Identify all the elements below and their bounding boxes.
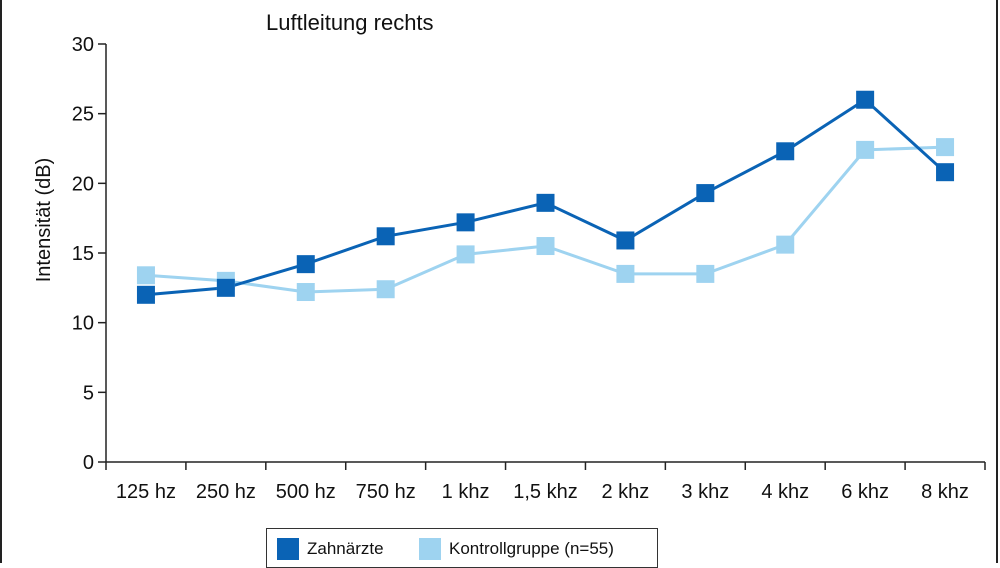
data-point-series-2 bbox=[616, 264, 635, 283]
y-tick-label: 5 bbox=[83, 382, 94, 404]
data-point-series-1 bbox=[536, 193, 555, 212]
data-point-series-1 bbox=[456, 213, 475, 232]
x-tick-label: 2 khz bbox=[602, 481, 650, 503]
data-point-series-1 bbox=[216, 278, 235, 297]
data-point-series-1 bbox=[936, 163, 955, 182]
data-point-series-2 bbox=[456, 245, 475, 264]
x-tick-label: 4 khz bbox=[761, 481, 809, 503]
y-tick-label: 20 bbox=[72, 173, 94, 195]
data-point-series-2 bbox=[136, 266, 155, 285]
y-tick-label: 0 bbox=[83, 452, 94, 474]
data-point-series-1 bbox=[296, 255, 315, 274]
data-point-series-1 bbox=[376, 227, 395, 246]
data-point-series-2 bbox=[776, 235, 795, 254]
y-tick-label: 10 bbox=[72, 313, 94, 335]
legend: Zahnärzte Kontrollgruppe (n=55) bbox=[266, 528, 658, 568]
series-markers bbox=[136, 90, 955, 304]
data-point-series-1 bbox=[696, 184, 715, 203]
y-tick-label: 15 bbox=[72, 243, 94, 265]
x-tick-label: 125 hz bbox=[116, 481, 176, 503]
legend-item-series-1: Zahnärzte bbox=[277, 538, 384, 560]
legend-swatch-series-2 bbox=[419, 538, 441, 560]
series-line-2 bbox=[145, 145, 946, 294]
data-point-series-1 bbox=[136, 285, 155, 304]
y-axis-label: Intensität (dB) bbox=[33, 158, 55, 283]
data-point-series-2 bbox=[536, 237, 555, 256]
y-tick-label: 30 bbox=[72, 34, 94, 56]
legend-label-series-2: Kontrollgruppe (n=55) bbox=[449, 539, 614, 558]
data-point-series-1 bbox=[856, 90, 875, 109]
x-tick-label: 8 khz bbox=[921, 481, 969, 503]
x-tick-label: 250 hz bbox=[196, 481, 256, 503]
x-tick-label: 1 khz bbox=[442, 481, 490, 503]
data-point-series-2 bbox=[696, 264, 715, 283]
data-point-series-2 bbox=[856, 140, 875, 159]
y-tick-label: 25 bbox=[72, 104, 94, 126]
chart-title: Luftleitung rechts bbox=[266, 10, 434, 35]
x-tick-label: 1,5 khz bbox=[513, 481, 577, 503]
x-tick-label: 3 khz bbox=[681, 481, 729, 503]
data-point-series-2 bbox=[376, 280, 395, 299]
legend-label-series-1: Zahnärzte bbox=[307, 539, 384, 558]
data-point-series-2 bbox=[936, 138, 955, 157]
x-tick-label: 6 khz bbox=[841, 481, 889, 503]
data-point-series-1 bbox=[776, 142, 795, 161]
x-tick-label: 500 hz bbox=[276, 481, 336, 503]
legend-item-series-2: Kontrollgruppe (n=55) bbox=[419, 538, 614, 560]
x-tick-label: 750 hz bbox=[356, 481, 416, 503]
data-point-series-1 bbox=[616, 231, 635, 250]
axes: 0 5 10 15 20 25 30 125 hz 250 hz 500 hz 750 hz 1 kh… bbox=[72, 34, 986, 503]
legend-swatch-series-1 bbox=[277, 538, 299, 560]
data-point-series-2 bbox=[296, 283, 315, 302]
